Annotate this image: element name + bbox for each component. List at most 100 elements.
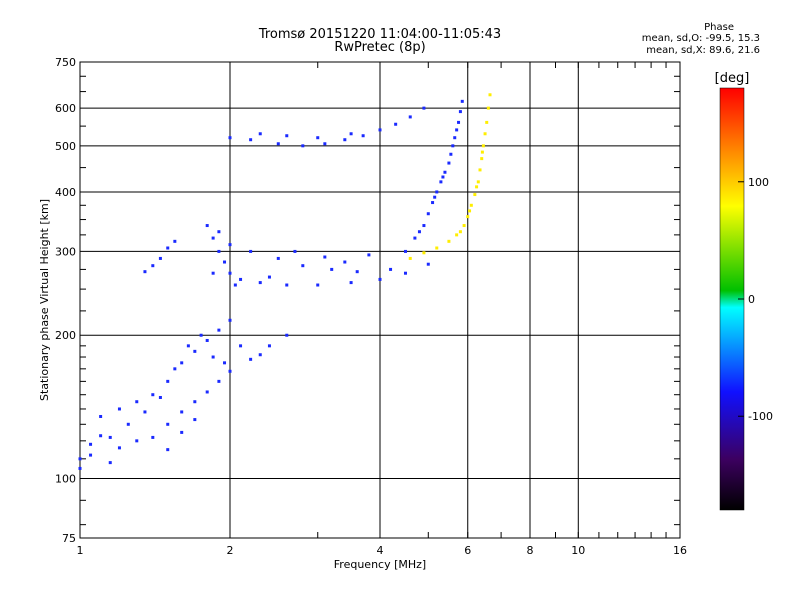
data-point [349,132,353,136]
data-point [158,256,162,260]
colorbar-ticks: -100 0 100 [738,176,773,423]
data-point [211,236,215,240]
data-point [285,134,289,138]
data-point [455,128,459,132]
data-point [228,318,232,322]
data-point [217,230,221,234]
data-point [158,395,162,399]
data-point [205,224,209,228]
data-point [488,93,492,97]
y-tick-label: 400 [55,186,76,199]
data-point [117,407,121,411]
data-point [151,393,155,397]
data-point [193,418,197,422]
data-point [89,442,93,446]
data-point [108,461,112,465]
data-point [435,190,439,194]
colorbar-tick-label: -100 [748,410,773,423]
data-point [447,161,451,165]
data-point [355,270,359,274]
data-point [435,246,439,250]
data-point [443,170,447,174]
data-point [343,138,347,142]
data-point [316,136,320,140]
data-point [249,249,253,253]
data-point [301,264,305,268]
data-point [476,180,480,184]
colorbar-tick-label: 100 [748,176,769,189]
data-point [276,256,280,260]
data-point [413,236,417,240]
data-point [233,283,237,287]
colorbar-tick-label: 0 [748,293,755,306]
data-point [217,379,221,383]
data-point [378,128,382,132]
data-point [249,357,253,361]
data-point [180,361,184,365]
data-point [389,267,393,271]
data-point [462,224,466,228]
data-point [193,349,197,353]
data-point [166,246,170,250]
data-point [151,435,155,439]
data-point [301,144,305,148]
data-point [276,142,280,146]
data-point [173,367,177,371]
data-point [316,283,320,287]
data-point [211,355,215,359]
y-axis-label: Stationary phase Virtual Height [km] [38,199,51,401]
data-point [422,224,426,228]
data-point [117,446,121,450]
data-point [239,344,243,348]
data-point [108,435,112,439]
data-point [361,134,365,138]
data-point [151,264,155,268]
data-point [99,434,103,438]
data-point [180,410,184,414]
data-point [422,106,426,110]
data-point [285,333,289,337]
data-point [180,430,184,434]
data-point [143,270,147,274]
data-point [486,106,490,110]
data-point [408,256,412,260]
data-point [394,122,398,126]
x-tick-label: 10 [571,544,585,557]
data-point [223,361,227,365]
data-point [217,328,221,332]
data-point [457,120,461,124]
y-tick-labels: 75 100 200 300 400 500 600 750 [55,56,76,545]
data-point [211,271,215,275]
minor-ticks [79,62,681,538]
data-point [483,132,487,136]
data-point [186,344,190,348]
data-point [166,448,170,452]
data-point [78,457,82,461]
phase-stats-x-mode: mean, sd,X: 89.6, 21.6 [646,45,760,56]
data-points [78,93,492,470]
data-point [199,333,203,337]
data-point [99,414,103,418]
data-point [426,262,430,266]
x-axis-label: Frequency [MHz] [334,558,426,571]
data-point [485,120,489,124]
data-point [458,230,462,234]
data-point [217,249,221,253]
y-tick-label: 600 [55,102,76,115]
y-tick-label: 200 [55,329,76,342]
data-point [205,338,209,342]
data-point [449,152,453,156]
data-point [473,193,477,197]
data-point [258,353,262,357]
data-point [228,369,232,373]
data-point [417,230,421,234]
data-point [126,422,130,426]
y-tick-label: 75 [62,532,76,545]
phase-stats-heading: Phase [704,22,734,33]
y-tick-label: 300 [55,245,76,258]
data-point [468,209,472,213]
data-point [228,243,232,247]
data-point [193,400,197,404]
data-point [451,144,455,148]
